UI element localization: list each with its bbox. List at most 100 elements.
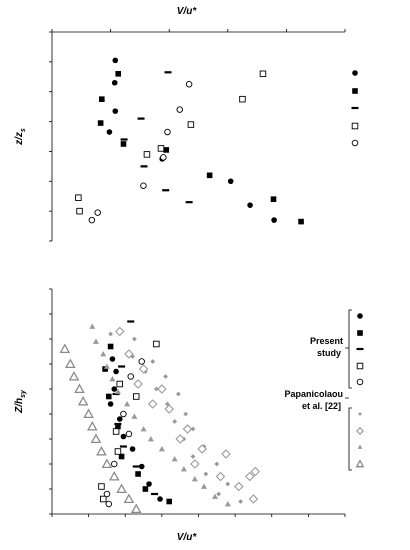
data-point [142, 486, 149, 492]
data-point [248, 494, 259, 504]
legend-marker [352, 70, 358, 76]
data-point [130, 503, 142, 514]
series-0.43 [88, 80, 193, 224]
data-point [111, 386, 118, 392]
data-point [137, 117, 145, 120]
data-point [191, 476, 198, 482]
data-point [112, 57, 119, 64]
data-point [187, 121, 195, 128]
data-point [164, 404, 174, 414]
data-point [100, 351, 107, 357]
data-point [125, 430, 133, 438]
data-point [99, 96, 105, 102]
series-Pr.E [89, 323, 231, 507]
data-point [114, 326, 125, 337]
data-point [206, 172, 213, 179]
legend-marker [352, 88, 358, 94]
data-point [172, 419, 178, 424]
data-point [119, 445, 127, 448]
data-point [132, 336, 137, 342]
data-point [127, 373, 134, 380]
data-point [147, 399, 158, 409]
data-point [160, 154, 167, 161]
data-point [239, 95, 246, 103]
data-point [86, 420, 98, 431]
data-point [140, 182, 147, 190]
data-point [109, 356, 116, 362]
data-point [97, 120, 104, 126]
data-point [164, 128, 171, 136]
y-axis-title: Z/hsy [14, 389, 27, 414]
data-point [138, 358, 145, 365]
data-point [180, 466, 187, 472]
data-point [182, 424, 193, 434]
data-point [89, 323, 96, 329]
data-point [90, 433, 102, 444]
data-point [211, 493, 218, 499]
data-point [107, 343, 114, 350]
data-point [127, 320, 135, 323]
panel-a: V/u* z/zs [14, 6, 359, 242]
data-point [271, 217, 277, 223]
data-point [227, 178, 234, 185]
data-point [116, 416, 123, 422]
series-0.43 [103, 358, 145, 508]
data-point [197, 444, 207, 454]
data-point [120, 410, 127, 418]
data-point [112, 108, 119, 114]
data-point [83, 408, 94, 419]
data-point [158, 446, 165, 452]
data-point [185, 201, 193, 204]
series--0.25 [102, 343, 172, 505]
data-point [114, 422, 122, 426]
legend-group-label: Papanicolaou [284, 389, 343, 399]
data-point [164, 71, 172, 74]
data-point [175, 434, 185, 444]
data-point [100, 495, 107, 503]
data-point [112, 428, 120, 435]
data-point [166, 498, 172, 505]
data-point [124, 349, 134, 359]
legend-marker [356, 347, 364, 351]
data-point [185, 80, 193, 88]
data-point [176, 106, 183, 113]
data-point [151, 492, 159, 496]
data-point [74, 383, 85, 394]
data-point [147, 436, 154, 442]
data-point [133, 379, 143, 389]
data-point [77, 395, 89, 406]
data-point [118, 453, 125, 460]
data-point [163, 147, 170, 153]
data-point [65, 358, 76, 369]
data-point [157, 145, 165, 152]
legend-bracket-papanicolaou [345, 397, 352, 471]
data-point [103, 363, 110, 369]
series-0 [112, 320, 159, 496]
data-point [111, 460, 118, 468]
data-point [114, 448, 122, 455]
data-point [129, 446, 136, 452]
legend-marker [357, 313, 363, 319]
data-point [101, 458, 113, 469]
data-point [75, 194, 82, 201]
data-point [203, 471, 209, 477]
legend-marker [357, 330, 363, 336]
data-point [138, 463, 145, 470]
data-point [123, 493, 135, 504]
data-point [214, 461, 220, 467]
data-point [109, 376, 116, 382]
data-point [118, 365, 126, 368]
data-point [183, 411, 189, 417]
data-point [157, 496, 163, 502]
data-point [94, 209, 101, 216]
data-point [132, 465, 140, 468]
data-point [225, 481, 231, 487]
data-point [224, 501, 231, 507]
series-0.25 [75, 70, 267, 215]
data-point [259, 70, 267, 78]
data-point [131, 413, 138, 419]
data-point [120, 141, 127, 147]
data-point [171, 456, 178, 462]
data-point [59, 343, 71, 354]
